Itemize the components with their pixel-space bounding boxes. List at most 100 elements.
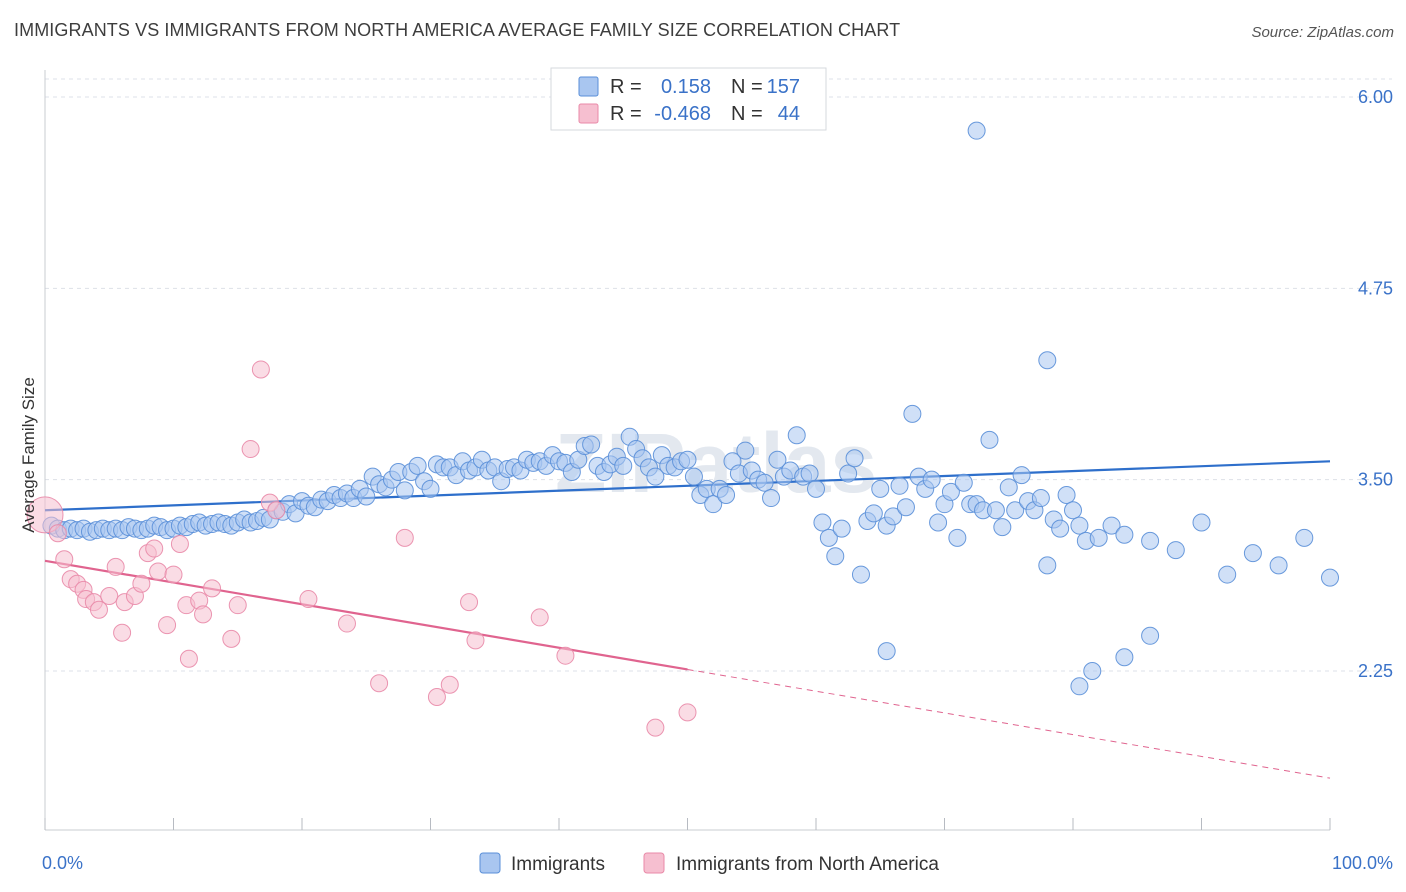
point-north-america bbox=[179, 649, 198, 668]
point-immigrants bbox=[1051, 519, 1070, 538]
point-immigrants bbox=[896, 498, 915, 517]
legend-r-label: R = bbox=[610, 103, 642, 125]
point-north-america bbox=[267, 501, 286, 520]
point-immigrants bbox=[903, 404, 922, 423]
point-north-america bbox=[164, 565, 183, 584]
point-immigrants bbox=[1057, 485, 1076, 504]
point-north-america bbox=[55, 550, 74, 569]
trend-lines bbox=[44, 460, 1331, 779]
point-north-america bbox=[149, 562, 168, 581]
point-immigrants bbox=[421, 479, 440, 498]
point-immigrants bbox=[877, 642, 896, 661]
point-immigrants bbox=[736, 441, 755, 460]
point-immigrants bbox=[890, 476, 909, 495]
point-immigrants bbox=[1141, 531, 1160, 550]
point-north-america bbox=[241, 440, 260, 459]
legend-r-label: R = bbox=[610, 76, 642, 98]
y-tick-label: 6.00 bbox=[1358, 87, 1393, 107]
point-north-america bbox=[460, 593, 479, 612]
point-immigrants bbox=[986, 501, 1005, 520]
bottom-legend-label-immigrants: Immigrants bbox=[511, 854, 605, 875]
point-immigrants bbox=[357, 487, 376, 506]
x-tick-label-max: 100.0% bbox=[1332, 853, 1393, 873]
point-north-america bbox=[370, 674, 389, 693]
point-immigrants bbox=[755, 473, 774, 492]
point-immigrants bbox=[999, 478, 1018, 497]
y-axis-title: Average Family Size bbox=[19, 377, 38, 533]
point-immigrants bbox=[1070, 677, 1089, 696]
chart-title: IMMIGRANTS VS IMMIGRANTS FROM NORTH AMER… bbox=[14, 20, 901, 40]
point-immigrants bbox=[1295, 528, 1314, 547]
point-north-america bbox=[100, 586, 119, 605]
y-tick-labels: 2.25 3.50 4.75 6.00 bbox=[1358, 87, 1393, 681]
point-north-america bbox=[440, 675, 459, 694]
legend-swatch-immigrants bbox=[578, 76, 599, 97]
point-immigrants bbox=[1038, 556, 1057, 575]
legend-r-value: 0.158 bbox=[661, 76, 711, 98]
trend-line-north-america bbox=[44, 559, 688, 671]
point-immigrants bbox=[819, 528, 838, 547]
point-immigrants bbox=[768, 450, 787, 469]
point-immigrants bbox=[929, 513, 948, 532]
chart-source: Source: ZipAtlas.com bbox=[1251, 24, 1394, 41]
bottom-legend-label-north-america: Immigrants from North America bbox=[676, 854, 939, 875]
point-immigrants bbox=[980, 430, 999, 449]
point-immigrants bbox=[922, 470, 941, 489]
point-north-america bbox=[466, 631, 485, 650]
point-north-america bbox=[158, 616, 177, 635]
data-points bbox=[26, 121, 1339, 737]
point-immigrants bbox=[1115, 648, 1134, 667]
point-immigrants bbox=[948, 528, 967, 547]
legend: R = 0.158 N = 157 R = -0.468 N = 44 bbox=[550, 67, 827, 131]
point-immigrants bbox=[1115, 525, 1134, 544]
point-north-america bbox=[26, 496, 64, 534]
point-immigrants bbox=[408, 456, 427, 475]
legend-n-label: N = bbox=[731, 76, 763, 98]
point-north-america bbox=[395, 528, 414, 547]
point-immigrants bbox=[1083, 662, 1102, 680]
point-immigrants bbox=[839, 464, 858, 483]
point-north-america bbox=[337, 614, 356, 633]
point-immigrants bbox=[1141, 626, 1160, 645]
x-tick-label-min: 0.0% bbox=[42, 853, 83, 873]
bottom-legend: Immigrants Immigrants from North America bbox=[479, 852, 939, 875]
point-immigrants bbox=[704, 495, 723, 514]
point-immigrants bbox=[845, 449, 864, 468]
point-north-america bbox=[646, 718, 665, 737]
point-immigrants bbox=[787, 426, 806, 445]
point-north-america bbox=[203, 579, 222, 598]
legend-r-value: -0.468 bbox=[654, 103, 711, 125]
point-immigrants bbox=[1218, 565, 1237, 584]
point-immigrants bbox=[1064, 501, 1082, 520]
point-north-america bbox=[299, 590, 318, 609]
point-immigrants bbox=[1012, 466, 1031, 485]
trend-line-immigrants bbox=[44, 460, 1331, 512]
point-immigrants bbox=[871, 479, 890, 498]
point-immigrants bbox=[1038, 351, 1057, 370]
point-immigrants bbox=[1192, 513, 1211, 532]
point-north-america bbox=[228, 596, 247, 615]
point-immigrants bbox=[762, 489, 781, 508]
point-immigrants bbox=[684, 467, 703, 486]
point-immigrants bbox=[614, 456, 633, 475]
point-north-america bbox=[530, 608, 549, 627]
point-north-america bbox=[556, 646, 575, 665]
point-immigrants bbox=[941, 482, 960, 501]
grid-lines bbox=[45, 78, 1392, 672]
point-immigrants bbox=[646, 467, 665, 486]
point-immigrants bbox=[967, 121, 986, 140]
point-immigrants bbox=[582, 435, 601, 454]
point-immigrants bbox=[800, 464, 819, 483]
point-immigrants bbox=[993, 518, 1012, 537]
y-tick-label: 2.25 bbox=[1358, 661, 1393, 681]
point-immigrants bbox=[1102, 516, 1121, 535]
point-north-america bbox=[48, 524, 67, 543]
point-immigrants bbox=[826, 547, 845, 566]
y-tick-label: 3.50 bbox=[1358, 470, 1393, 490]
point-immigrants bbox=[1089, 528, 1108, 547]
point-north-america bbox=[427, 688, 446, 707]
point-immigrants bbox=[1321, 568, 1339, 587]
legend-n-label: N = bbox=[731, 103, 763, 125]
point-immigrants bbox=[1070, 516, 1089, 535]
point-immigrants bbox=[1269, 556, 1288, 575]
